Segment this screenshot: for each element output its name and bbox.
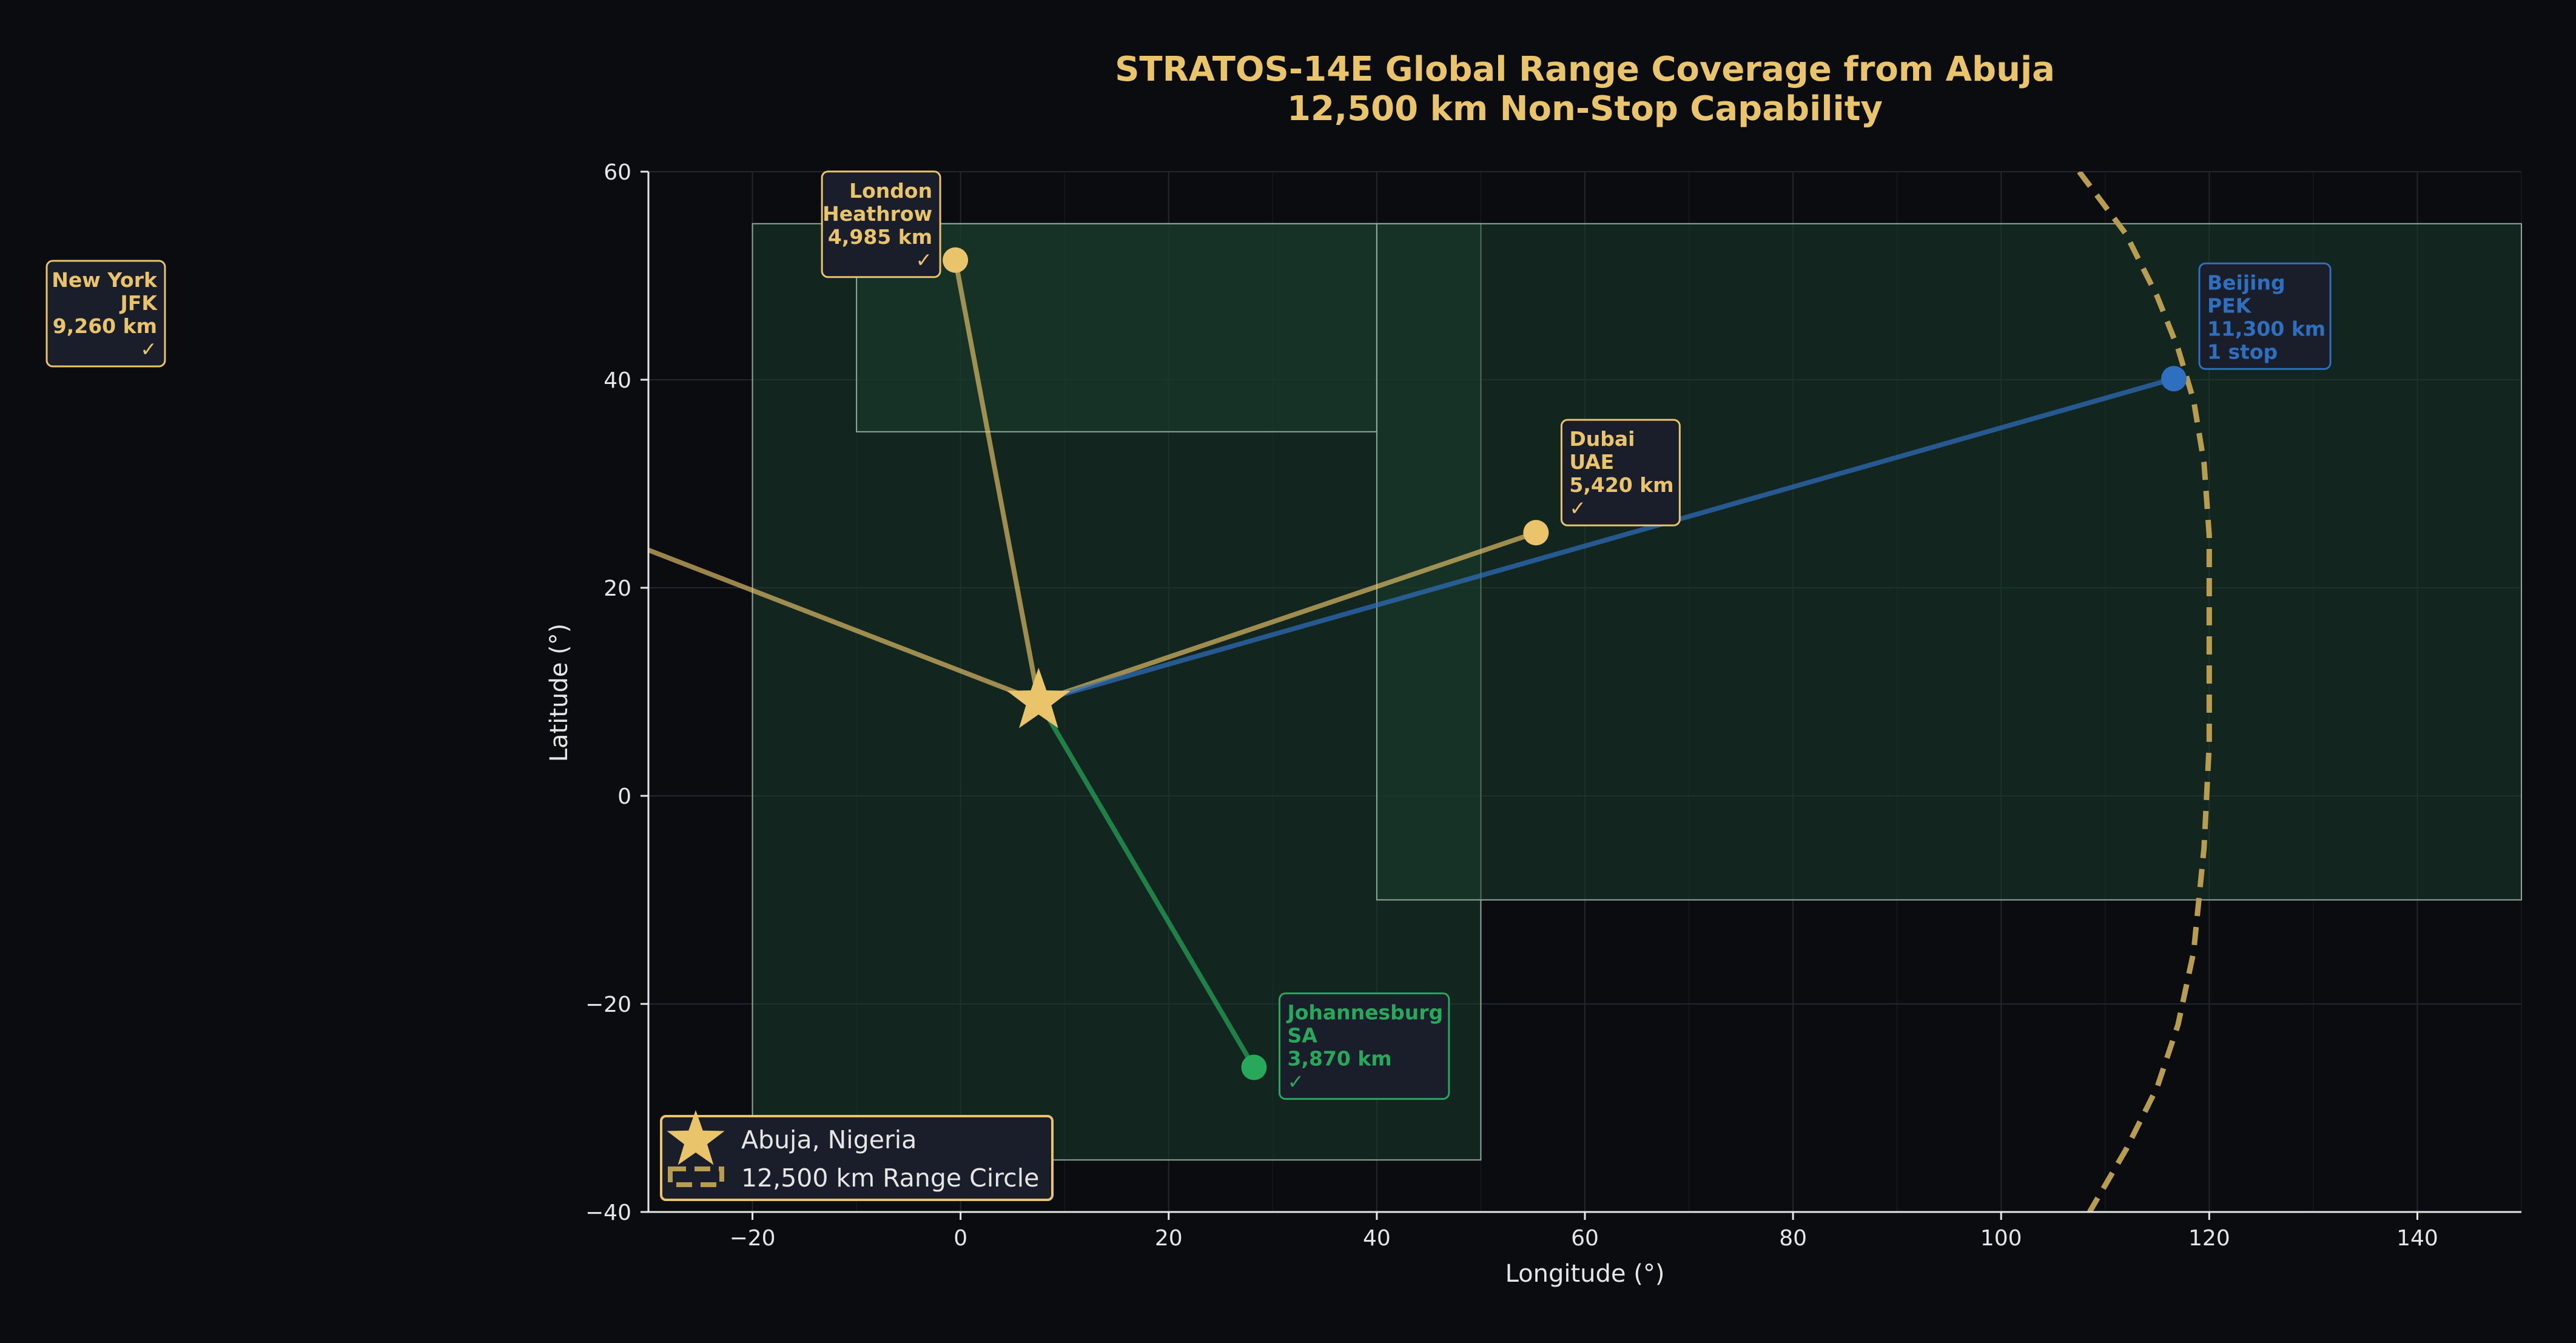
route-line-london — [953, 260, 1041, 702]
label-line: SA — [1287, 1024, 1317, 1048]
x-axis-label: Longitude (°) — [1505, 1260, 1665, 1288]
route-line-dubai — [1038, 530, 1537, 704]
range-circle-path — [2077, 172, 2212, 1212]
label-line: Johannesburg — [1286, 1001, 1443, 1025]
chart-title-line-2: 12,500 km Non-Stop Capability — [1287, 89, 1883, 129]
y-tick-label: 20 — [604, 576, 631, 601]
origin-star-icon — [1007, 667, 1071, 729]
label-line: UAE — [1569, 450, 1614, 474]
y-tick-label: 40 — [604, 368, 631, 393]
x-tick-label: 120 — [2188, 1226, 2230, 1251]
y-axis-label: Latitude (°) — [545, 624, 573, 762]
legend-entry-label: 12,500 km Range Circle — [741, 1163, 1039, 1193]
region-asia — [1376, 223, 2522, 901]
x-tick-label: 80 — [1779, 1226, 1807, 1251]
label-line: 5,420 km — [1569, 473, 1673, 497]
label-box-frame — [1278, 992, 1450, 1100]
route-line-newyork — [648, 547, 1040, 704]
label-line: Beijing — [2207, 271, 2285, 294]
chart-title-line-1: STRATOS-14E Global Range Coverage from A… — [1115, 50, 2055, 89]
label-line: New York — [52, 268, 158, 292]
label-box-frame — [45, 260, 166, 368]
legend: Abuja, Nigeria 12,500 km Range Circle — [660, 1110, 1054, 1201]
marker-johannesburg — [1241, 1054, 1267, 1080]
marker-dubai — [1523, 520, 1549, 546]
destination-markers — [943, 247, 2187, 1080]
x-tick-label: 20 — [1155, 1226, 1183, 1251]
label-line: 9,260 km — [53, 314, 157, 338]
legend-dashed-swatch — [668, 1166, 724, 1187]
route-lines — [648, 260, 2175, 1069]
label-line: 4,985 km — [828, 225, 932, 249]
label-line: ✓ — [1569, 496, 1586, 520]
x-tick-label: 100 — [1980, 1226, 2022, 1251]
marker-london — [943, 247, 969, 273]
label-line: 1 stop — [2207, 340, 2278, 363]
range-circle — [2077, 172, 2212, 1212]
y-tick-label: 0 — [617, 784, 631, 809]
label-box-frame — [1560, 419, 1681, 527]
route-line-johannesburg — [1036, 699, 1256, 1069]
label-line: Heathrow — [822, 202, 932, 226]
x-tick-label: 60 — [1571, 1226, 1599, 1251]
y-tick-label: −40 — [585, 1200, 631, 1225]
x-tick-label: −20 — [730, 1226, 776, 1251]
label-line: PEK — [2207, 294, 2252, 317]
label-line: London — [849, 179, 932, 203]
label-line: 11,300 km — [2207, 317, 2325, 340]
legend-star-icon — [667, 1110, 725, 1165]
label-box-frame — [821, 170, 941, 278]
label-line: ✓ — [1287, 1070, 1304, 1094]
label-line: ✓ — [140, 337, 157, 361]
x-tick-label: 40 — [1363, 1226, 1391, 1251]
legend-frame — [660, 1115, 1054, 1201]
label-line: ✓ — [915, 248, 932, 272]
y-tick-label: −20 — [585, 992, 631, 1017]
label-line: 3,870 km — [1287, 1047, 1391, 1071]
x-tick-label: 140 — [2396, 1226, 2438, 1251]
route-line-beijing — [1038, 376, 2175, 704]
label-box-frame — [2198, 262, 2332, 370]
axes: −20 0 20 40 60 80 100 120 140 −40 −20 0 20 40 60 — [585, 160, 2521, 1251]
y-tick-label: 60 — [604, 160, 631, 185]
label-line: JFK — [119, 291, 158, 315]
marker-beijing — [2161, 366, 2187, 392]
x-tick-label: 0 — [953, 1226, 967, 1251]
legend-entry-label: Abuja, Nigeria — [741, 1125, 916, 1154]
label-line: Dubai — [1569, 427, 1635, 451]
